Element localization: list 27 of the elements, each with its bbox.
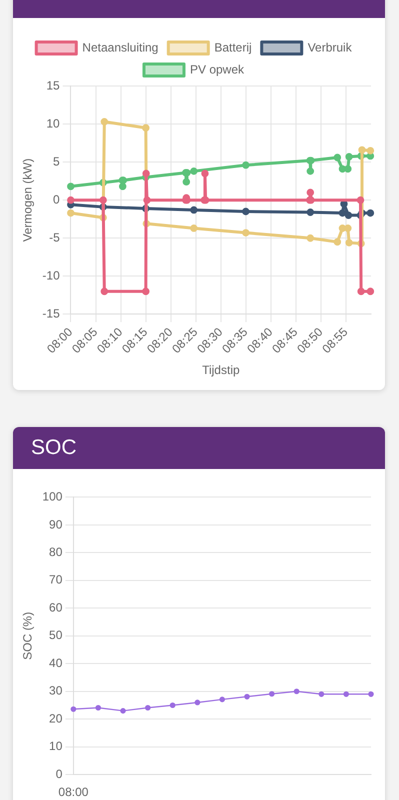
y-tick-label: 70 bbox=[49, 572, 63, 587]
x-axis-title: Tijdstip bbox=[202, 363, 240, 378]
y-tick-label: 20 bbox=[49, 711, 63, 726]
y-tick-label: 0 bbox=[53, 192, 60, 206]
y-tick-label: 15 bbox=[46, 78, 60, 92]
y-tick-label: 60 bbox=[49, 600, 63, 614]
x-tick-label: 08:00 bbox=[58, 785, 89, 800]
y-tick-label: -15 bbox=[42, 306, 60, 320]
y-tick-label: 100 bbox=[42, 490, 63, 504]
legend-label: Netaansluiting bbox=[82, 40, 158, 54]
y-axis-title: Vermogen (kW) bbox=[20, 158, 35, 242]
y-tick-label: -10 bbox=[42, 268, 60, 282]
y-tick-label: 10 bbox=[46, 116, 60, 130]
y-tick-label: 5 bbox=[53, 154, 60, 168]
y-tick-label: 30 bbox=[49, 684, 63, 698]
y-tick-label: 90 bbox=[49, 517, 63, 532]
y-tick-label: 50 bbox=[49, 628, 63, 642]
y-tick-label: -5 bbox=[49, 230, 60, 244]
y-tick-label: 40 bbox=[49, 656, 63, 670]
y-tick-label: 80 bbox=[49, 544, 63, 559]
y-tick-label: 0 bbox=[56, 766, 63, 781]
legend-label: Verbruik bbox=[308, 40, 353, 54]
legend-label: PV opwek bbox=[190, 62, 246, 76]
y-tick-label: 10 bbox=[49, 739, 63, 754]
legend-label: Batterij bbox=[214, 40, 252, 54]
y-axis-title: SOC (%) bbox=[20, 612, 35, 660]
chart-title: SOC bbox=[13, 427, 385, 469]
